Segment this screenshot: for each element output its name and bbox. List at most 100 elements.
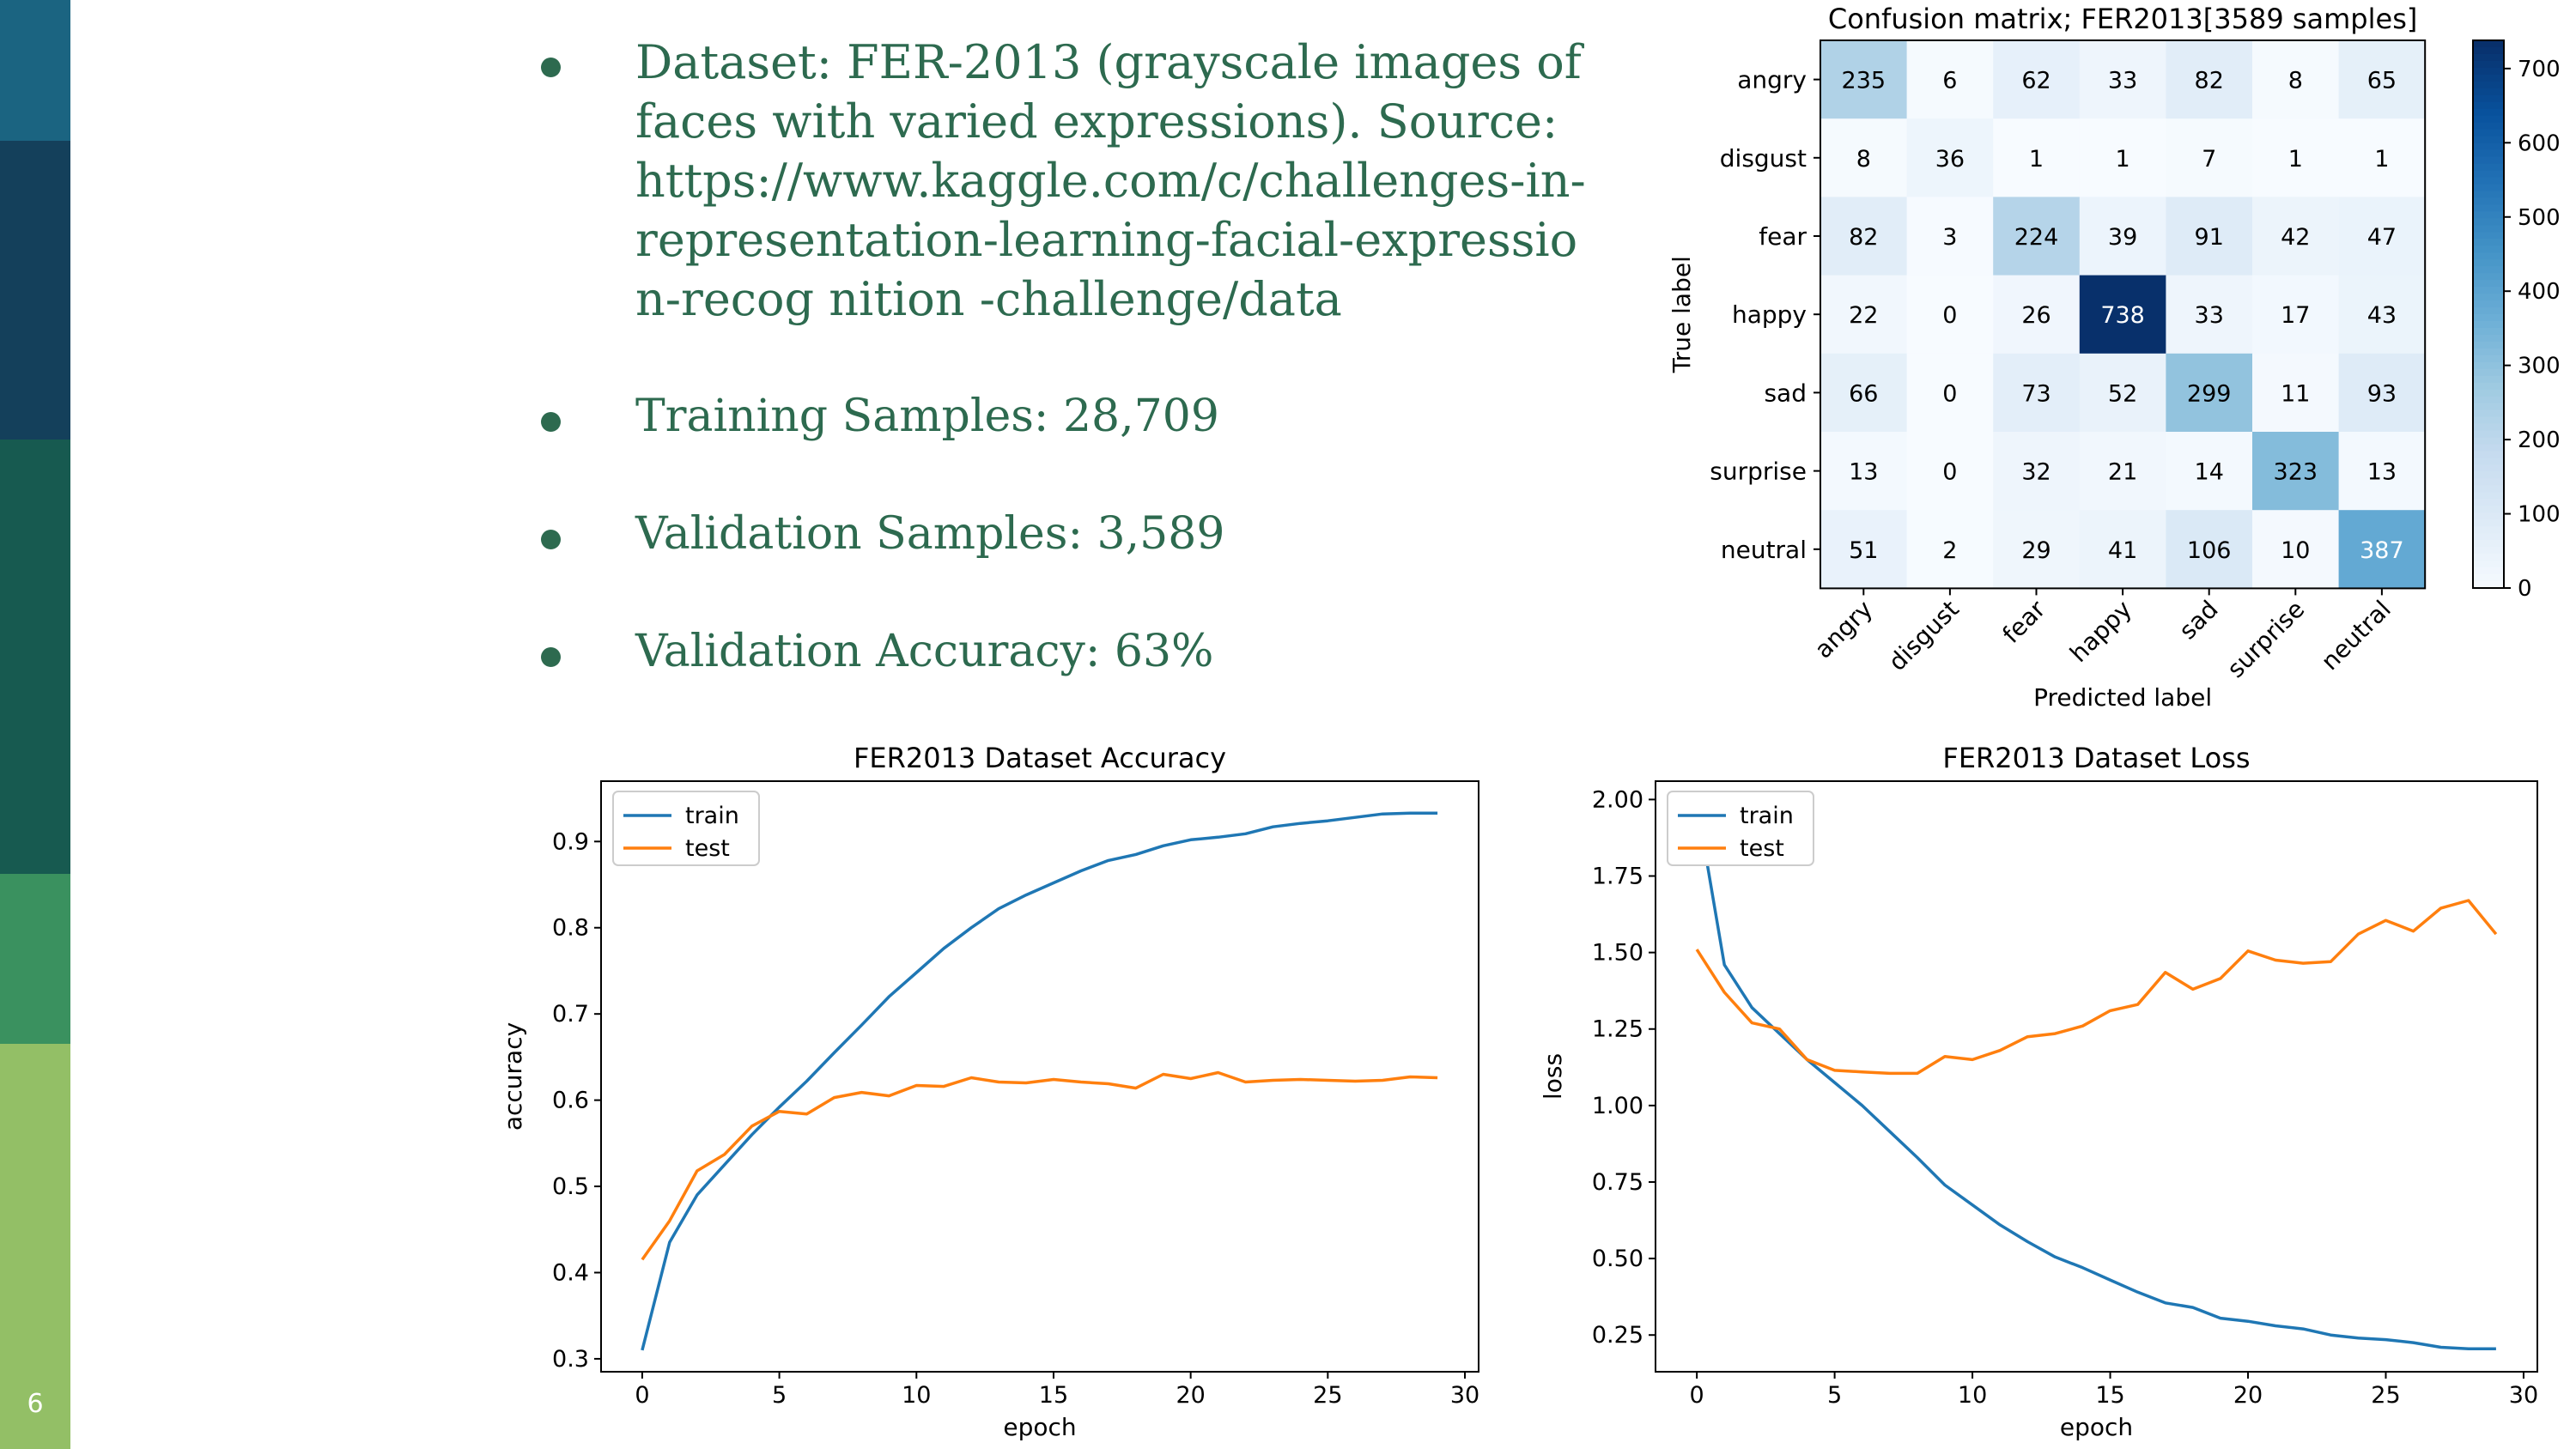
- x-tick-label: happy: [2064, 595, 2137, 668]
- colorbar-tick-label: 400: [2518, 279, 2561, 305]
- colorbar-segment: [2473, 320, 2504, 329]
- matrix-cell: [2338, 40, 2426, 119]
- x-tick-label: angry: [1809, 595, 1878, 664]
- matrix-cell: [1820, 353, 1908, 433]
- x-tick-label: 20: [2233, 1382, 2263, 1409]
- matrix-cell: [2079, 118, 2166, 197]
- y-tick-label: neutral: [1721, 536, 1807, 564]
- colorbar-segment: [2473, 519, 2504, 528]
- legend-label: test: [1740, 835, 1784, 862]
- colorbar-segment: [2473, 375, 2504, 384]
- colorbar-segment: [2473, 142, 2504, 151]
- bullet-list: Dataset: FER-2013 (grayscale images of f…: [541, 33, 1589, 740]
- matrix-cell: [2338, 197, 2426, 276]
- matrix-cell-value: 3: [1942, 224, 1957, 251]
- matrix-cell: [1906, 118, 1994, 197]
- strip-band-1: [0, 0, 70, 141]
- y-tick-label: 1.75: [1592, 864, 1643, 890]
- colorbar-segment: [2473, 478, 2504, 487]
- colorbar-segment: [2473, 280, 2504, 288]
- bullet-training-samples: Training Samples: 28,709: [541, 387, 1589, 446]
- matrix-cell-value: 47: [2367, 224, 2397, 251]
- x-tick-label: 5: [772, 1382, 787, 1409]
- matrix-cell-value: 13: [2367, 459, 2397, 486]
- bullet-dot: [541, 647, 561, 667]
- x-tick-label: 0: [635, 1382, 649, 1409]
- matrix-cell-value: 13: [1849, 459, 1878, 486]
- matrix-cell: [2252, 432, 2340, 511]
- colorbar-tick-label: 500: [2518, 205, 2561, 231]
- colorbar-segment: [2473, 88, 2504, 96]
- matrix-cell-value: 11: [2281, 380, 2310, 407]
- colorbar-segment: [2473, 108, 2504, 117]
- x-tick-label: 25: [1313, 1382, 1342, 1409]
- colorbar-segment: [2473, 506, 2504, 514]
- matrix-cell: [2166, 432, 2253, 511]
- colorbar-tick-label: 100: [2518, 502, 2561, 528]
- x-tick-label: 30: [1450, 1382, 1479, 1409]
- x-tick-label: 20: [1176, 1382, 1205, 1409]
- matrix-cell-value: 29: [2021, 537, 2050, 564]
- matrix-cell-value: 39: [2108, 224, 2137, 251]
- colorbar-segment: [2473, 163, 2504, 172]
- colorbar-segment: [2473, 341, 2504, 349]
- matrix-cell: [2079, 275, 2166, 355]
- colorbar-segment: [2473, 129, 2504, 137]
- matrix-cell-value: 7: [2202, 146, 2216, 173]
- matrix-cell: [2166, 118, 2253, 197]
- series-line-test: [641, 1070, 1438, 1261]
- colorbar-tick-label: 300: [2518, 354, 2561, 379]
- matrix-cell: [1820, 510, 1908, 589]
- colorbar-segment: [2473, 437, 2504, 446]
- matrix-cell: [2166, 510, 2253, 589]
- matrix-cell: [2338, 275, 2426, 355]
- matrix-cell: [1906, 353, 1994, 433]
- colorbar-segment: [2473, 574, 2504, 583]
- colorbar-segment: [2473, 512, 2504, 521]
- matrix-cell-value: 22: [1849, 302, 1878, 329]
- colorbar-segment: [2473, 348, 2504, 356]
- matrix-cell-value: 42: [2281, 224, 2310, 251]
- x-tick-label: sad: [2173, 595, 2223, 645]
- matrix-cell-value: 33: [2108, 68, 2137, 94]
- colorbar-segment: [2473, 46, 2504, 55]
- y-tick-label: 0.4: [552, 1259, 589, 1286]
- matrix-cell-value: 82: [2195, 68, 2224, 94]
- colorbar-segment: [2473, 232, 2504, 240]
- x-tick-label: 10: [1958, 1382, 1987, 1409]
- colorbar-segment: [2473, 554, 2504, 562]
- colorbar-segment: [2473, 540, 2504, 549]
- colorbar-segment: [2473, 561, 2504, 569]
- matrix-cell-value: 32: [2021, 459, 2050, 486]
- colorbar-segment: [2473, 287, 2504, 295]
- matrix-cell: [1993, 197, 2081, 276]
- strip-band-3: [0, 440, 70, 874]
- y-tick-label: 1.00: [1592, 1093, 1643, 1119]
- matrix-cell-value: 6: [1942, 68, 1957, 94]
- matrix-cell-value: 91: [2195, 224, 2224, 251]
- colorbar-segment: [2473, 314, 2504, 322]
- matrix-cell-value: 10: [2281, 537, 2310, 564]
- matrix-cell-value: 36: [1935, 146, 1965, 173]
- colorbar-segment: [2473, 492, 2504, 500]
- y-tick-label: fear: [1759, 222, 1807, 251]
- chart-title: FER2013 Dataset Loss: [1942, 742, 2250, 774]
- colorbar-segment: [2473, 382, 2504, 391]
- matrix-cell: [1993, 432, 2081, 511]
- colorbar-segment: [2473, 191, 2504, 199]
- colorbar-segment: [2473, 361, 2504, 370]
- strip-band-4: [0, 874, 70, 1044]
- colorbar-segment: [2473, 334, 2504, 343]
- colorbar-segment: [2473, 101, 2504, 110]
- matrix-cell: [2252, 275, 2340, 355]
- x-tick-label: 0: [1690, 1382, 1704, 1409]
- matrix-cell: [2338, 432, 2426, 511]
- series-line-train: [641, 811, 1438, 1351]
- colorbar-segment: [2473, 252, 2504, 261]
- legend-label: train: [685, 803, 739, 829]
- y-tick-label: happy: [1732, 300, 1807, 329]
- matrix-cell-value: 0: [1942, 302, 1957, 329]
- y-axis-label: accuracy: [499, 1022, 527, 1131]
- matrix-cell: [2252, 197, 2340, 276]
